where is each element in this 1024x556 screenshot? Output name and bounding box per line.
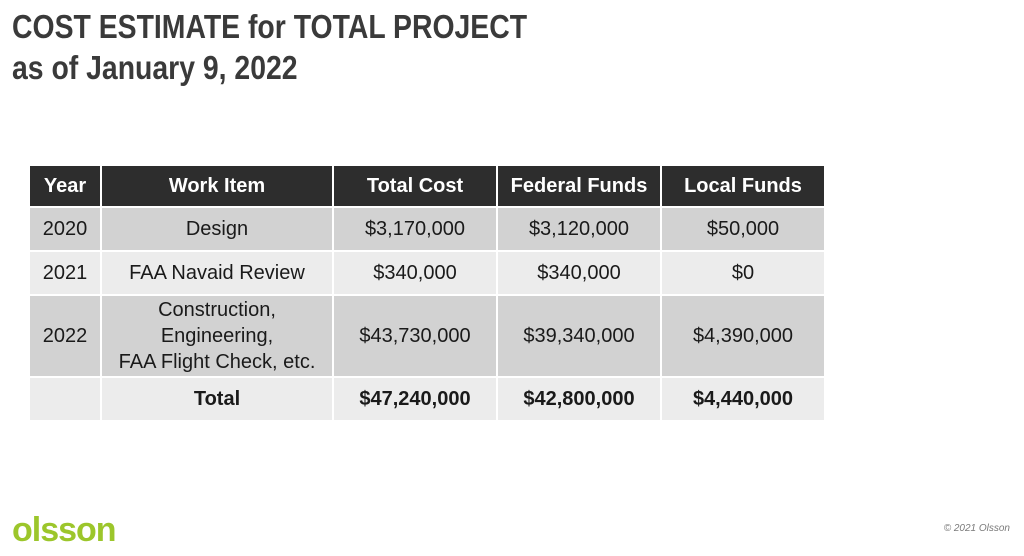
total-row: Total $47,240,000 $42,800,000 $4,440,000 (30, 378, 824, 420)
header-year: Year (30, 166, 100, 206)
slide-title-line-1: COST ESTIMATE for TOTAL PROJECT (12, 8, 528, 45)
cell-year: 2020 (30, 208, 100, 250)
cell-local-funds-sum: $4,440,000 (662, 378, 824, 420)
olsson-logo: olsson (12, 511, 117, 549)
cell-federal-funds: $39,340,000 (498, 296, 660, 376)
slide-title: COST ESTIMATE for TOTAL PROJECT as of Ja… (12, 6, 527, 88)
cell-total-cost-sum: $47,240,000 (334, 378, 496, 420)
cell-local-funds: $0 (662, 252, 824, 294)
table-header-row: Year Work Item Total Cost Federal Funds … (30, 166, 824, 206)
cell-work-item: FAA Navaid Review (102, 252, 332, 294)
cell-work-item: Design (102, 208, 332, 250)
work-item-line: FAA Flight Check, etc. (118, 351, 316, 373)
cell-work-item: Construction, Engineering, FAA Flight Ch… (102, 296, 332, 376)
slide-title-line-2: as of January 9, 2022 (12, 49, 298, 86)
table-row: 2021 FAA Navaid Review $340,000 $340,000… (30, 252, 824, 294)
cell-year: 2022 (30, 296, 100, 376)
cell-total-cost: $3,170,000 (334, 208, 496, 250)
header-federal-funds: Federal Funds (498, 166, 660, 206)
cell-local-funds: $50,000 (662, 208, 824, 250)
cell-total-label: Total (102, 378, 332, 420)
header-work-item: Work Item (102, 166, 332, 206)
work-item-line: Construction, (158, 299, 276, 321)
work-item-line: Engineering, (160, 325, 274, 347)
cell-federal-funds-sum: $42,800,000 (498, 378, 660, 420)
table-row: 2020 Design $3,170,000 $3,120,000 $50,00… (30, 208, 824, 250)
cost-estimate-table: Year Work Item Total Cost Federal Funds … (28, 164, 826, 422)
header-local-funds: Local Funds (662, 166, 824, 206)
cell-local-funds: $4,390,000 (662, 296, 824, 376)
table-row: 2022 Construction, Engineering, FAA Flig… (30, 296, 824, 376)
copyright-notice: © 2021 Olsson (943, 523, 1010, 534)
cell-total-cost: $340,000 (334, 252, 496, 294)
cell-federal-funds: $3,120,000 (498, 208, 660, 250)
header-total-cost: Total Cost (334, 166, 496, 206)
cell-federal-funds: $340,000 (498, 252, 660, 294)
cell-year-empty (30, 378, 100, 420)
cell-total-cost: $43,730,000 (334, 296, 496, 376)
cell-year: 2021 (30, 252, 100, 294)
